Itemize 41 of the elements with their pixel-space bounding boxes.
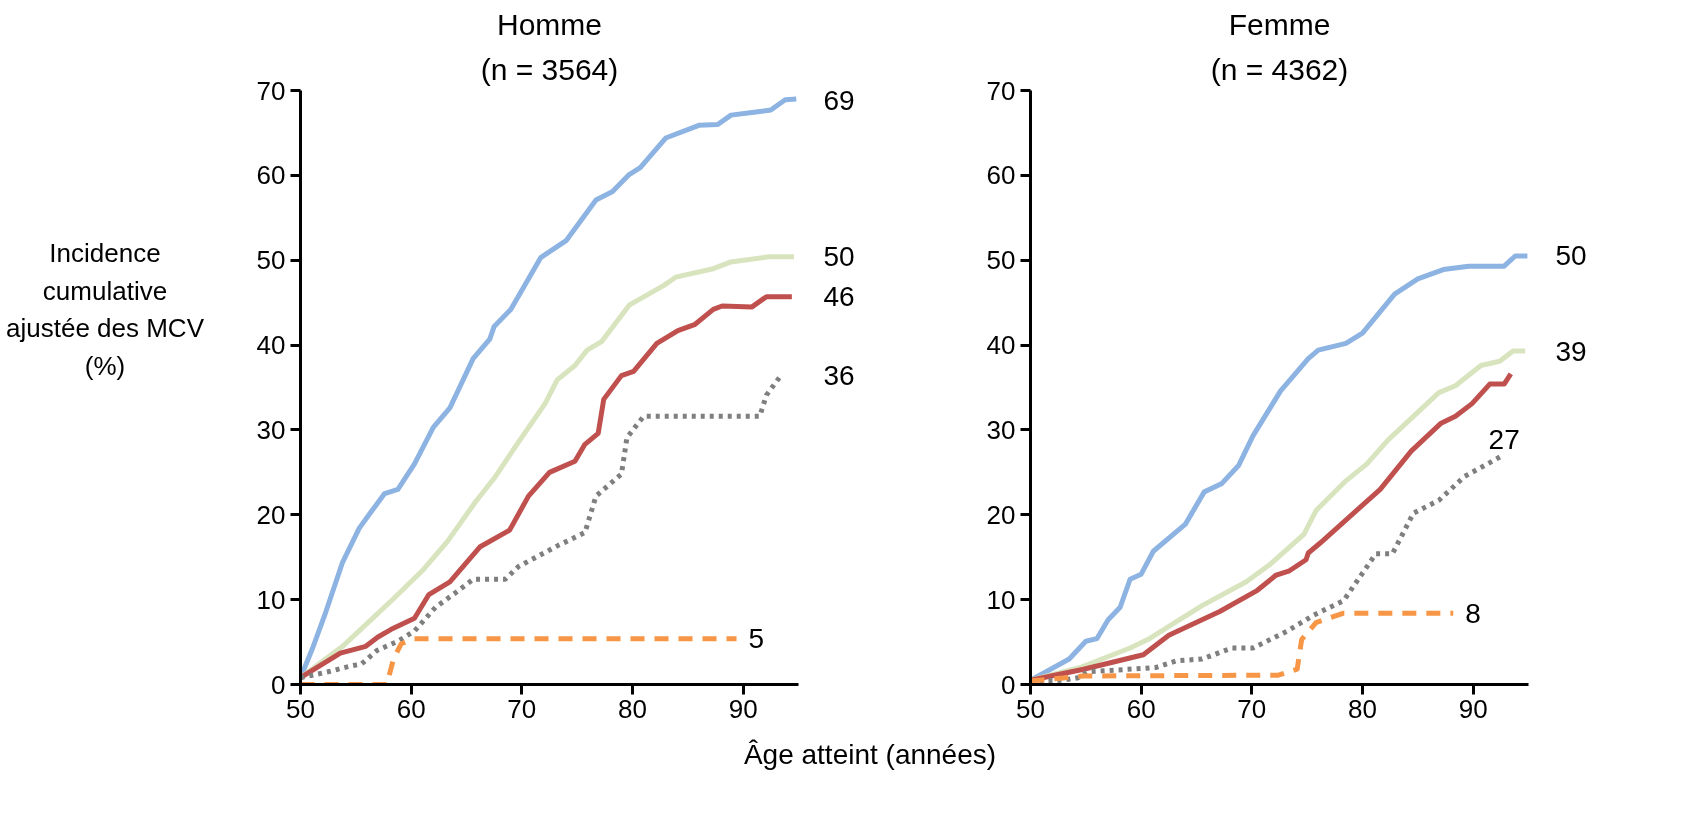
y-tick-label: 0 — [1001, 669, 1016, 700]
x-tick-label: 70 — [1237, 693, 1267, 724]
y-tick-label: 70 — [986, 75, 1016, 106]
data-label: 69 — [823, 84, 855, 116]
y-axis-title: Incidence cumulative ajustée des MCV (%) — [5, 237, 205, 384]
x-tick-label: 80 — [618, 693, 647, 724]
x-tick-label: 60 — [396, 693, 426, 724]
y-tick-label: 40 — [986, 330, 1016, 361]
y-tick-label: 70 — [256, 75, 286, 106]
y-tick-label: 10 — [986, 584, 1016, 615]
y-tick-label: 20 — [986, 499, 1016, 530]
chart-title: Homme — [496, 7, 603, 41]
x-tick-label: 50 — [1016, 693, 1045, 724]
y-tick-label: 30 — [986, 414, 1016, 445]
data-label: 27 — [1488, 423, 1520, 455]
data-label: 5 — [748, 623, 765, 655]
x-tick-label: 60 — [1126, 693, 1156, 724]
y-tick-label: 30 — [256, 414, 286, 445]
y-tick-label: 20 — [256, 499, 286, 530]
y-tick-label: 50 — [256, 245, 286, 276]
x-tick-label: 80 — [1348, 693, 1377, 724]
y-tick-label: 0 — [271, 669, 286, 700]
x-tick-label: 90 — [728, 693, 758, 724]
x-axis-title: Âge atteint (années) — [743, 738, 997, 772]
data-label: 8 — [1465, 597, 1481, 629]
y-tick-label: 10 — [256, 584, 286, 615]
x-tick-label: 70 — [507, 693, 537, 724]
data-label: 50 — [823, 241, 855, 273]
chart-title: Femme — [1228, 7, 1331, 41]
y-tick-label: 40 — [256, 330, 286, 361]
data-label: 50 — [1555, 240, 1587, 272]
y-tick-label: 50 — [986, 245, 1016, 276]
y-tick-label: 60 — [986, 160, 1016, 191]
chart-subtitle: (n = 3564) — [480, 52, 619, 86]
data-label: 46 — [823, 281, 855, 313]
chart-subtitle: (n = 4362) — [1210, 52, 1349, 86]
data-label: 36 — [823, 360, 855, 392]
data-label: 39 — [1555, 335, 1587, 367]
x-tick-label: 90 — [1458, 693, 1488, 724]
x-tick-label: 50 — [286, 693, 315, 724]
y-tick-label: 60 — [256, 160, 286, 191]
